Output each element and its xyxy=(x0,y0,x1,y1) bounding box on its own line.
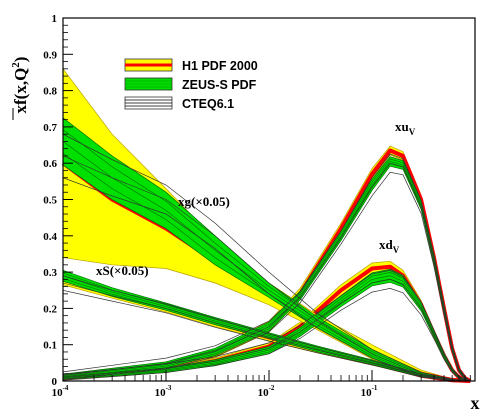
y-tick-label: 1 xyxy=(52,13,58,25)
pdf-bands xyxy=(61,67,472,383)
x-tick-label: 10-3 xyxy=(155,384,172,399)
x-tick-label: 10-2 xyxy=(258,384,275,399)
x-tick-label: 10-1 xyxy=(361,384,378,399)
legend-label-2: CTEQ6.1 xyxy=(182,97,234,111)
cteq-inner-line-0-1 xyxy=(62,162,471,382)
xdv-annotation: xdV xyxy=(379,237,400,255)
xuv-annotation: xuV xyxy=(395,119,416,137)
y-tick-label: 0.3 xyxy=(43,267,57,279)
xg-annotation: xg(×0.05) xyxy=(178,194,230,209)
legend-label-0: H1 PDF 2000 xyxy=(182,59,258,73)
y-tick-label: 0.4 xyxy=(43,231,57,243)
xs-annotation: xS(×0.05) xyxy=(96,263,149,278)
axes: 0 0.1 0.2 0.3 0.4 0.5 0.6 0.7 0.8 0.9 1 10-4 10-3 10-… xyxy=(10,13,480,413)
annotations: xuV xdV xg(×0.05) xS(×0.05) xyxy=(96,119,416,278)
y-tick-label: 0.2 xyxy=(43,303,57,315)
y-axis-title: xf(x,Q2) xyxy=(10,57,30,114)
y-tick-label: 0.5 xyxy=(43,195,57,207)
y-tick-label: 0.7 xyxy=(43,122,57,134)
zeus-inner-line-0-1 xyxy=(62,163,471,382)
y-tick-label: 0 xyxy=(52,376,58,388)
y-tick-label: 0.1 xyxy=(43,340,57,352)
cteq-inner-line-3-1 xyxy=(62,282,471,382)
cteq-inner-line-1-1 xyxy=(62,279,471,382)
y-tick-label: 0.9 xyxy=(43,49,57,61)
h1-band-1 xyxy=(62,260,471,382)
legend-label-1: ZEUS-S PDF xyxy=(182,78,257,92)
y-tick-label: 0.6 xyxy=(43,158,57,170)
y-tick-label: 0.8 xyxy=(43,86,57,98)
x-axis-title: x xyxy=(471,393,480,413)
x-tick-label: 10-4 xyxy=(52,384,69,399)
zeus-inner-line-1-1 xyxy=(62,278,471,382)
legend: H1 PDF 2000 ZEUS-S PDF CTEQ6.1 xyxy=(124,58,258,111)
